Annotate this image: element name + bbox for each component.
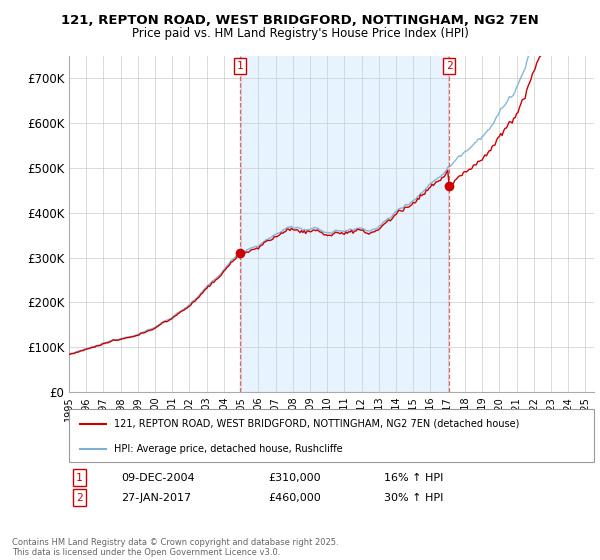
Text: 2: 2 <box>76 493 83 502</box>
Text: 16% ↑ HPI: 16% ↑ HPI <box>384 473 443 483</box>
Text: HPI: Average price, detached house, Rushcliffe: HPI: Average price, detached house, Rush… <box>113 444 342 454</box>
Text: £310,000: £310,000 <box>269 473 321 483</box>
Text: Contains HM Land Registry data © Crown copyright and database right 2025.
This d: Contains HM Land Registry data © Crown c… <box>12 538 338 557</box>
Text: Price paid vs. HM Land Registry's House Price Index (HPI): Price paid vs. HM Land Registry's House … <box>131 27 469 40</box>
Text: 1: 1 <box>236 61 243 71</box>
Text: 09-DEC-2004: 09-DEC-2004 <box>121 473 195 483</box>
Text: 27-JAN-2017: 27-JAN-2017 <box>121 493 191 502</box>
Text: 121, REPTON ROAD, WEST BRIDGFORD, NOTTINGHAM, NG2 7EN (detached house): 121, REPTON ROAD, WEST BRIDGFORD, NOTTIN… <box>113 419 519 429</box>
Text: 1: 1 <box>76 473 83 483</box>
FancyBboxPatch shape <box>69 409 594 462</box>
Text: £460,000: £460,000 <box>269 493 321 502</box>
Text: 121, REPTON ROAD, WEST BRIDGFORD, NOTTINGHAM, NG2 7EN: 121, REPTON ROAD, WEST BRIDGFORD, NOTTIN… <box>61 14 539 27</box>
Bar <box>240 56 449 392</box>
Text: 30% ↑ HPI: 30% ↑ HPI <box>384 493 443 502</box>
Text: 2: 2 <box>446 61 452 71</box>
